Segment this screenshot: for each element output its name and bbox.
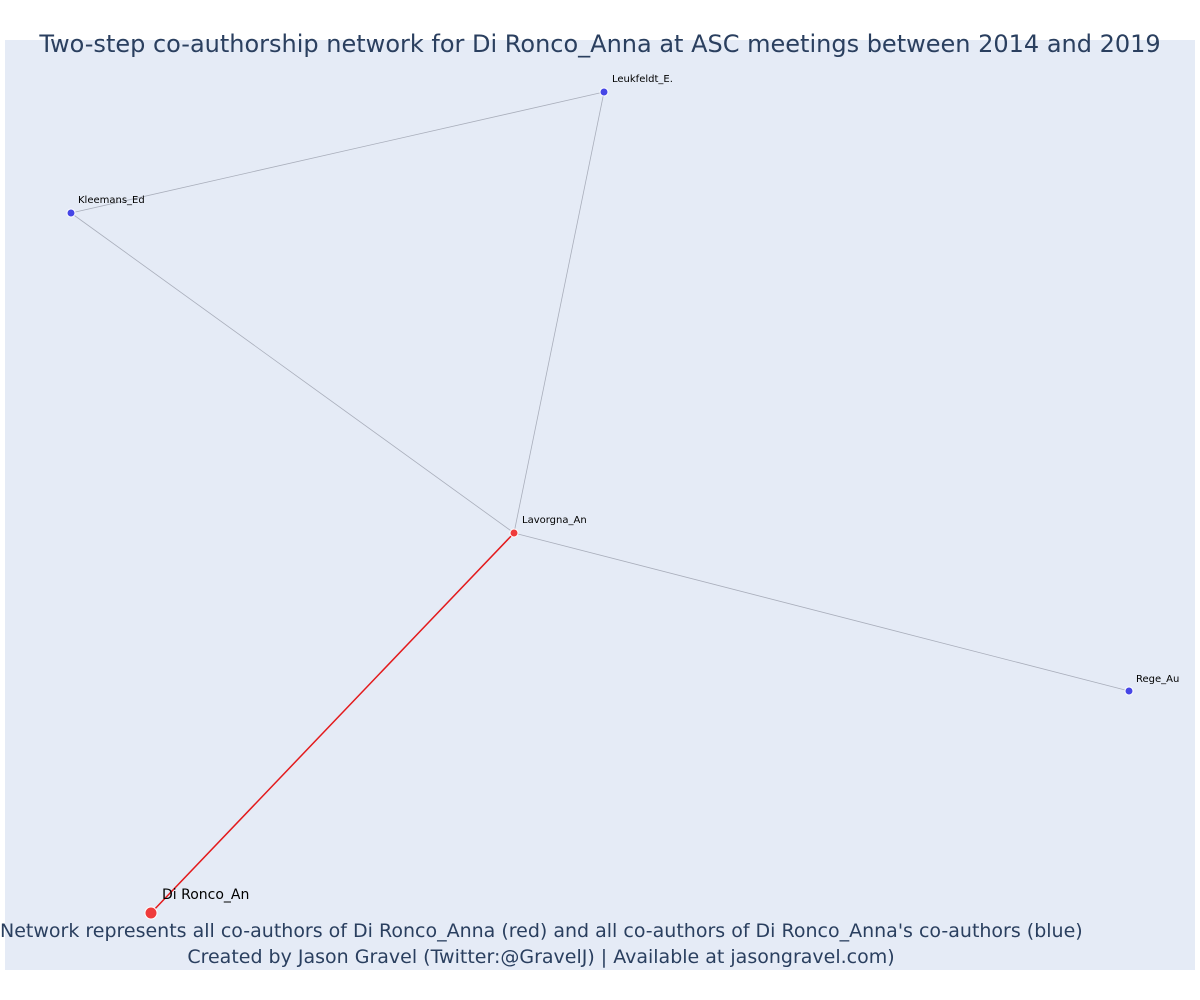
node-rege-au[interactable] <box>1124 686 1134 696</box>
footnote-line-2: Created by Jason Gravel (Twitter:@Gravel… <box>187 946 895 968</box>
edge-di-ronco-an-lavorgna-an <box>150 532 515 914</box>
node-label-rege-au: Rege_Au <box>1136 674 1179 685</box>
node-label-lavorgna-an: Lavorgna_An <box>522 515 587 526</box>
edge-lavorgna-an-rege-au <box>513 532 1130 692</box>
node-label-kleemans-ed: Kleemans_Ed <box>78 195 145 206</box>
node-leukfeldt-e[interactable] <box>599 87 609 97</box>
node-label-di-ronco-an: Di Ronco_An <box>162 887 249 903</box>
node-kleemans-ed[interactable] <box>66 208 76 218</box>
edge-lavorgna-an-kleemans-ed <box>70 212 515 534</box>
edge-kleemans-ed-leukfeldt-e <box>70 91 605 214</box>
node-di-ronco-an[interactable] <box>144 906 158 920</box>
node-label-leukfeldt-e: Leukfeldt_E. <box>612 74 673 85</box>
labels-layer: Di Ronco_An Lavorgna_An Leukfeldt_E. Kleema… <box>78 74 1179 903</box>
edge-lavorgna-an-leukfeldt-e <box>513 91 605 534</box>
footnote-line-1: Network represents all co-authors of Di … <box>0 920 1083 942</box>
edges-layer <box>70 91 1130 914</box>
plot-area <box>5 40 1195 970</box>
chart-title: Two-step co-authorship network for Di Ro… <box>39 30 1161 58</box>
footnote: Network represents all co-authors of Di … <box>0 918 1083 970</box>
node-lavorgna-an[interactable] <box>509 528 519 538</box>
nodes-layer <box>66 87 1134 920</box>
